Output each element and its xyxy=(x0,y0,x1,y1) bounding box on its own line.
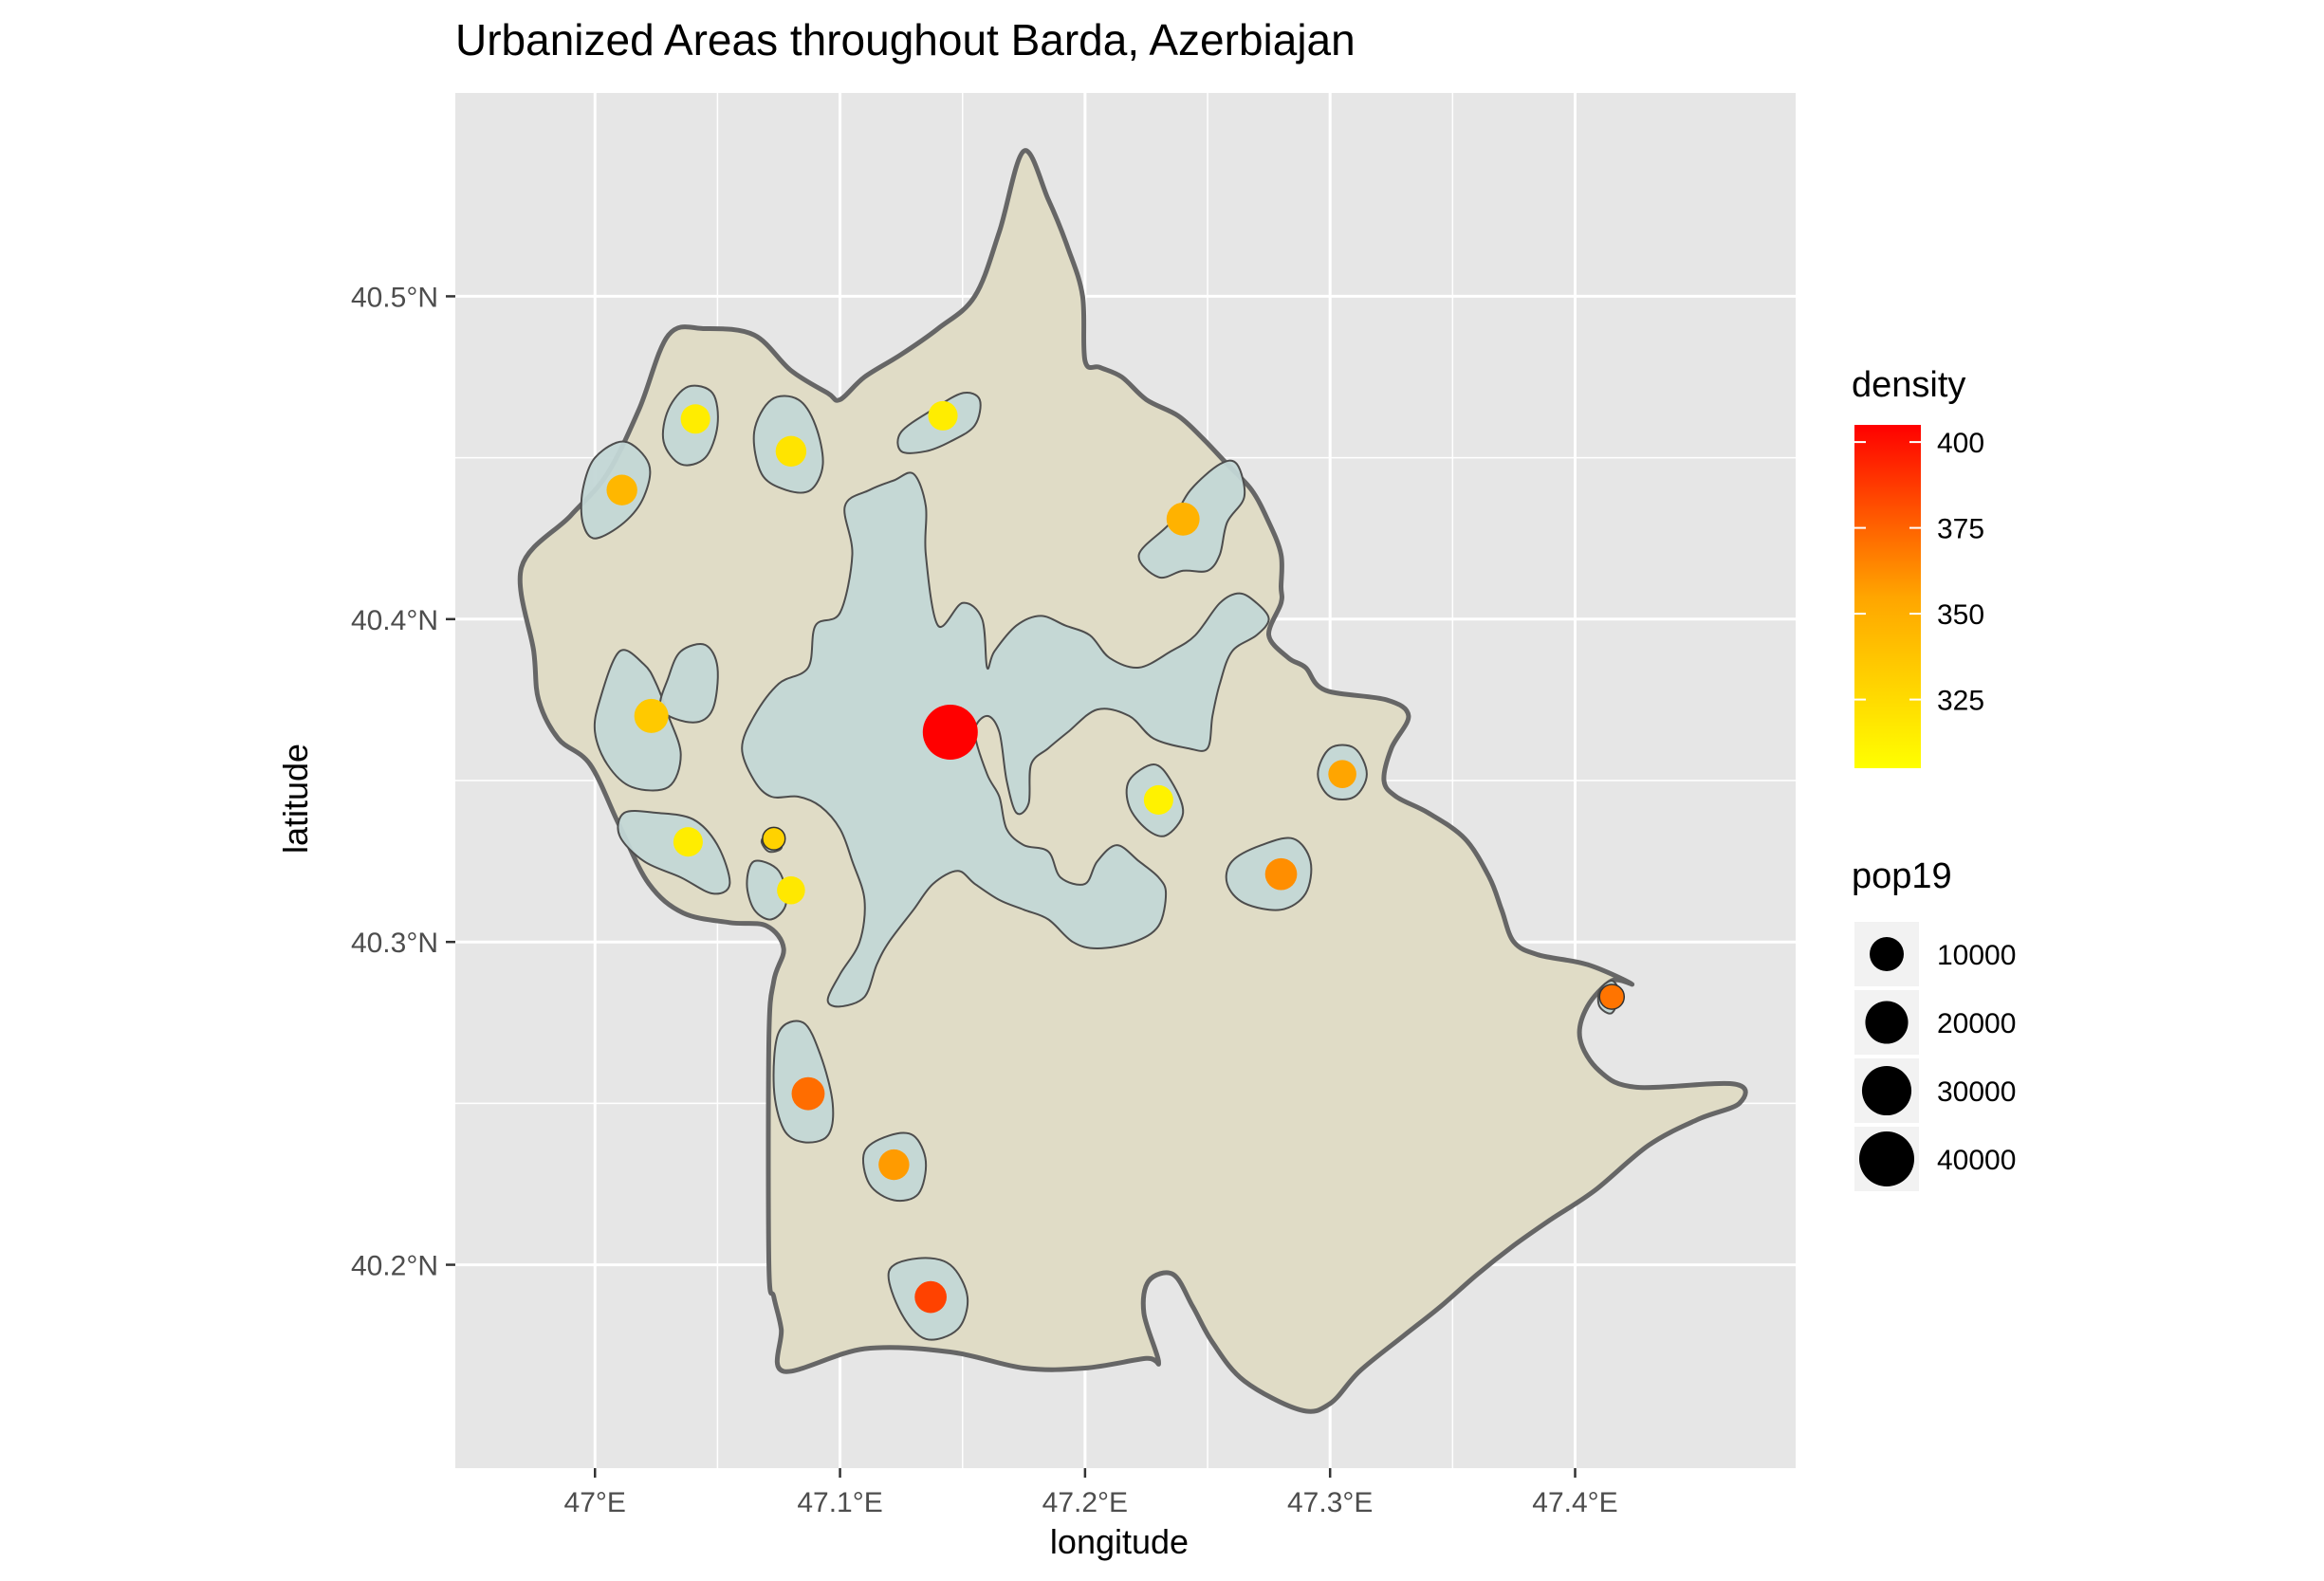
urban-area xyxy=(746,859,787,921)
settlement-point xyxy=(777,875,805,905)
x-tick-label: 47.4°E xyxy=(1532,1487,1617,1518)
y-tick-label: 40.2°N xyxy=(351,1251,438,1282)
urban-area xyxy=(617,809,731,895)
settlement-point xyxy=(878,1149,910,1181)
density-tick-label: 400 xyxy=(1937,428,1984,459)
density-legend-ticks: 400 375 350 325 xyxy=(1854,428,1984,717)
pop19-key-circle xyxy=(1870,937,1904,971)
settlement-point xyxy=(775,435,807,468)
settlement-point xyxy=(1598,984,1626,1010)
settlement-point xyxy=(922,704,978,760)
pop19-key-label: 10000 xyxy=(1937,940,2016,971)
settlement-point xyxy=(762,826,786,851)
urban-area xyxy=(741,471,1270,1008)
pop19-key-label: 40000 xyxy=(1937,1145,2016,1176)
settlement-point xyxy=(1166,502,1200,536)
y-tick-label: 40.5°N xyxy=(351,282,438,313)
settlement-point xyxy=(673,827,703,857)
pop19-key-label: 20000 xyxy=(1937,1008,2016,1039)
settlement-point xyxy=(606,474,637,506)
density-tick-label: 325 xyxy=(1937,686,1984,717)
map-title: Urbanized Areas throughout Barda, Azerbi… xyxy=(455,15,1356,64)
urban-area xyxy=(658,643,719,724)
y-tick-label: 40.3°N xyxy=(351,928,438,959)
settlement-point xyxy=(634,698,669,733)
x-tick-label: 47.1°E xyxy=(797,1487,882,1518)
density-legend-title: density xyxy=(1852,365,1965,405)
pop19-legend-title: pop19 xyxy=(1852,856,1952,896)
settlement-point xyxy=(791,1076,825,1111)
pop19-legend-entries: 10000 20000 30000 40000 xyxy=(1854,922,2016,1191)
settlement-point xyxy=(1328,760,1356,788)
x-tick-label: 47°E xyxy=(564,1487,626,1518)
settlement-point xyxy=(1264,857,1298,891)
settlement-point xyxy=(680,404,710,434)
x-tick-label: 47.3°E xyxy=(1287,1487,1373,1518)
pop19-key-circle xyxy=(1861,1065,1912,1116)
density-tick-label: 350 xyxy=(1937,599,1984,631)
pop19-key-circle xyxy=(1865,1001,1909,1044)
pop19-key-label: 30000 xyxy=(1937,1076,2016,1108)
y-tick-label: 40.4°N xyxy=(351,605,438,636)
x-tick-label: 47.2°E xyxy=(1042,1487,1128,1518)
density-legend: density 400 375 350 325 xyxy=(1852,365,1984,768)
settlement-points-layer xyxy=(606,400,1626,1314)
settlement-point xyxy=(914,1280,947,1314)
density-tick-label: 375 xyxy=(1937,514,1984,545)
settlement-point xyxy=(928,400,958,431)
pop19-legend: pop19 10000 20000 30000 40000 xyxy=(1852,856,2016,1191)
density-colorbar xyxy=(1854,425,1921,768)
x-axis-label: longitude xyxy=(1050,1522,1189,1561)
y-axis-label: latitude xyxy=(276,744,315,854)
pop19-key-circle xyxy=(1859,1131,1914,1186)
settlement-point xyxy=(1143,784,1173,815)
axis-ticks: 47°E 47.1°E 47.2°E 47.3°E 47.4°E 40.2°N 40.3°N… xyxy=(351,282,1618,1518)
